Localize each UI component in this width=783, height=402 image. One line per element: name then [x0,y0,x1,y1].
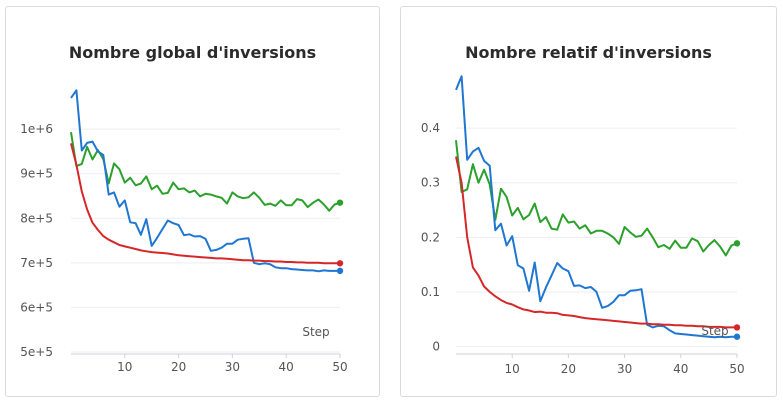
x-tick-label: 30 [225,360,240,374]
x-axis-label: Step [302,325,329,339]
series-line-2 [455,156,737,329]
y-tick-label: 5e+5 [20,345,53,359]
x-tick-label: 50 [332,360,347,374]
series-line-0 [455,140,738,257]
y-tick-label: 0.1 [421,285,440,299]
y-tick-label: 7e+5 [20,256,53,270]
y-tick-label: 8e+5 [20,211,53,225]
series-end-point-0 [733,240,741,247]
y-tick-label: 0.3 [421,176,440,190]
series-end-point-1 [336,267,344,275]
y-tick-label: 6e+5 [20,300,53,314]
y-tick-label: 0.4 [421,121,440,135]
relative-inversions-chart: 0 0.1 0.2 0.3 0.4 10 20 30 40 50 Step [421,75,745,376]
chart-panel-relative: Nombre relatif d'inversions 0 0.1 0.2 0.3 0.… [400,6,777,397]
chart-title: Nombre global d'inversions [68,43,317,62]
x-tick-label: 20 [171,360,186,374]
x-tick-label: 10 [505,362,520,376]
global-inversions-chart: 5e+5 6e+5 7e+5 8e+5 9e+5 1e+6 10 20 30 40 50 Step [20,89,348,374]
x-tick-label: 40 [673,362,688,376]
series-line-1 [455,75,737,339]
x-tick-label: 30 [617,362,632,376]
series-end-point-2 [336,260,344,267]
series-line-2 [70,143,340,265]
x-tick-label: 40 [279,360,294,374]
y-tick-label: 0 [432,340,440,354]
x-axis-label: Step [701,324,728,338]
y-tick-label: 0.2 [421,230,440,244]
series-end-point-0 [336,199,344,206]
series-end-point-2 [733,324,741,331]
chart-title: Nombre relatif d'inversions [465,43,712,62]
x-tick-label: 10 [117,360,132,374]
x-tick-label: 20 [561,362,576,376]
x-tick-label: 50 [729,362,744,376]
series-end-point-1 [733,333,741,340]
series-line-0 [70,132,341,212]
chart-panel-global: Nombre global d'inversions 5e+5 6e+5 7e+5 8… [5,6,380,397]
y-tick-label: 1e+6 [20,122,53,136]
series-line-1 [70,89,340,273]
y-tick-label: 9e+5 [20,167,53,181]
